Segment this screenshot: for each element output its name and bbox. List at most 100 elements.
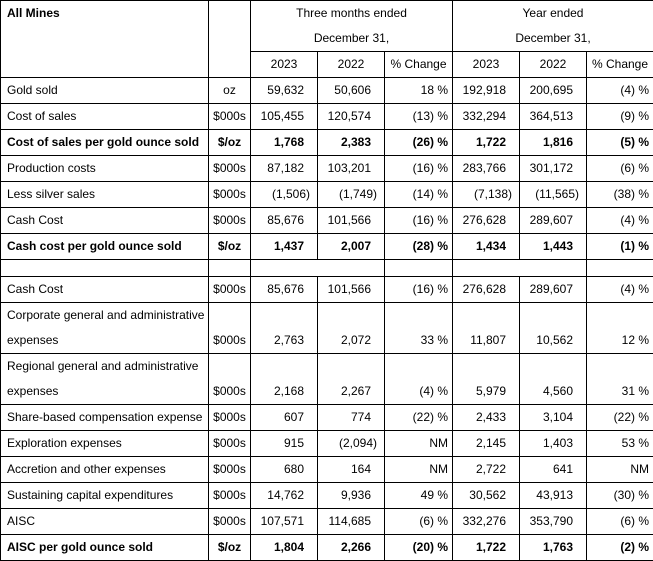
value-cell: 2,267 <box>318 354 385 405</box>
value-cell: 2,007 <box>318 234 385 260</box>
value-cell: 1,443 <box>520 234 587 260</box>
spacer-cell <box>251 260 385 277</box>
pct-change-cell: (6) % <box>587 156 653 182</box>
spacer-cell <box>1 260 209 277</box>
spacer-cell <box>209 260 251 277</box>
table-row: Regional general and administrative expe… <box>1 354 653 405</box>
value-cell: 85,676 <box>251 208 318 234</box>
value-cell: 43,913 <box>520 483 587 509</box>
row-unit: $000s <box>209 104 251 130</box>
value-cell: 101,566 <box>318 208 385 234</box>
row-unit: $/oz <box>209 535 251 561</box>
pct-change-cell: (26) % <box>385 130 453 156</box>
value-cell: 10,562 <box>520 303 587 354</box>
value-cell: 1,722 <box>453 535 520 561</box>
row-label: Cash Cost <box>1 208 209 234</box>
group-header-three-months-line2: December 31, <box>251 26 452 51</box>
value-cell: 1,434 <box>453 234 520 260</box>
row-label: Gold sold <box>1 78 209 104</box>
row-label: AISC <box>1 509 209 535</box>
pct-change-cell: (6) % <box>385 509 453 535</box>
value-cell: 283,766 <box>453 156 520 182</box>
value-cell: 105,455 <box>251 104 318 130</box>
value-cell: 332,294 <box>453 104 520 130</box>
row-label: Share-based compensation expense <box>1 405 209 431</box>
value-cell: 4,560 <box>520 354 587 405</box>
pct-change-cell: (4) % <box>587 78 653 104</box>
value-cell: 2,266 <box>318 535 385 561</box>
value-cell: 1,722 <box>453 130 520 156</box>
row-unit: $000s <box>209 457 251 483</box>
value-cell: 87,182 <box>251 156 318 182</box>
row-unit: $000s <box>209 405 251 431</box>
row-unit: $000s <box>209 182 251 208</box>
value-cell: (1,749) <box>318 182 385 208</box>
row-label: Production costs <box>1 156 209 182</box>
row-unit: $000s <box>209 208 251 234</box>
value-cell: 5,979 <box>453 354 520 405</box>
value-cell: 1,763 <box>520 535 587 561</box>
value-cell: 2,763 <box>251 303 318 354</box>
column-header-2022-q: 2022 <box>318 52 385 78</box>
pct-change-cell: (13) % <box>385 104 453 130</box>
value-cell: 30,562 <box>453 483 520 509</box>
group-header-three-months: Three months ended December 31, <box>251 1 453 52</box>
value-cell: 9,936 <box>318 483 385 509</box>
pct-change-cell: (6) % <box>587 509 653 535</box>
value-cell: 680 <box>251 457 318 483</box>
pct-change-cell: NM <box>385 457 453 483</box>
pct-change-cell: (30) % <box>587 483 653 509</box>
row-unit: $000s <box>209 156 251 182</box>
value-cell: (11,565) <box>520 182 587 208</box>
pct-change-cell: (5) % <box>587 130 653 156</box>
value-cell: 2,383 <box>318 130 385 156</box>
pct-change-cell: (2) % <box>587 535 653 561</box>
row-unit: $/oz <box>209 234 251 260</box>
column-header-2023-y: 2023 <box>453 52 520 78</box>
pct-change-cell: (22) % <box>587 405 653 431</box>
row-label: Regional general and administrative expe… <box>1 354 209 405</box>
pct-change-cell: (9) % <box>587 104 653 130</box>
value-cell: 276,628 <box>453 208 520 234</box>
row-label: Cost of sales per gold ounce sold <box>1 130 209 156</box>
row-unit: $000s <box>209 277 251 303</box>
pct-change-cell: 31 % <box>587 354 653 405</box>
group-header-year-ended-line1: Year ended <box>453 1 653 26</box>
table-row: Less silver sales$000s(1,506)(1,749)(14)… <box>1 182 653 208</box>
pct-change-cell: (22) % <box>385 405 453 431</box>
value-cell: 103,201 <box>318 156 385 182</box>
pct-change-cell: (14) % <box>385 182 453 208</box>
column-header-2022-y: 2022 <box>520 52 587 78</box>
value-cell: 3,104 <box>520 405 587 431</box>
value-cell: (2,094) <box>318 431 385 457</box>
row-label: Cash cost per gold ounce sold <box>1 234 209 260</box>
value-cell: (7,138) <box>453 182 520 208</box>
column-header-pct-change-y: % Change <box>587 52 653 78</box>
row-unit: oz <box>209 78 251 104</box>
group-header-row: All Mines Three months ended December 31… <box>1 1 653 52</box>
pct-change-cell: (4) % <box>587 277 653 303</box>
pct-change-cell: (4) % <box>385 354 453 405</box>
pct-change-cell: 53 % <box>587 431 653 457</box>
value-cell: 607 <box>251 405 318 431</box>
value-cell: 641 <box>520 457 587 483</box>
pct-change-cell: (20) % <box>385 535 453 561</box>
value-cell: 2,433 <box>453 405 520 431</box>
value-cell: 353,790 <box>520 509 587 535</box>
pct-change-cell: (16) % <box>385 156 453 182</box>
value-cell: 1,816 <box>520 130 587 156</box>
value-cell: 114,685 <box>318 509 385 535</box>
value-cell: 200,695 <box>520 78 587 104</box>
value-cell: 1,768 <box>251 130 318 156</box>
unit-column-header <box>209 1 251 78</box>
